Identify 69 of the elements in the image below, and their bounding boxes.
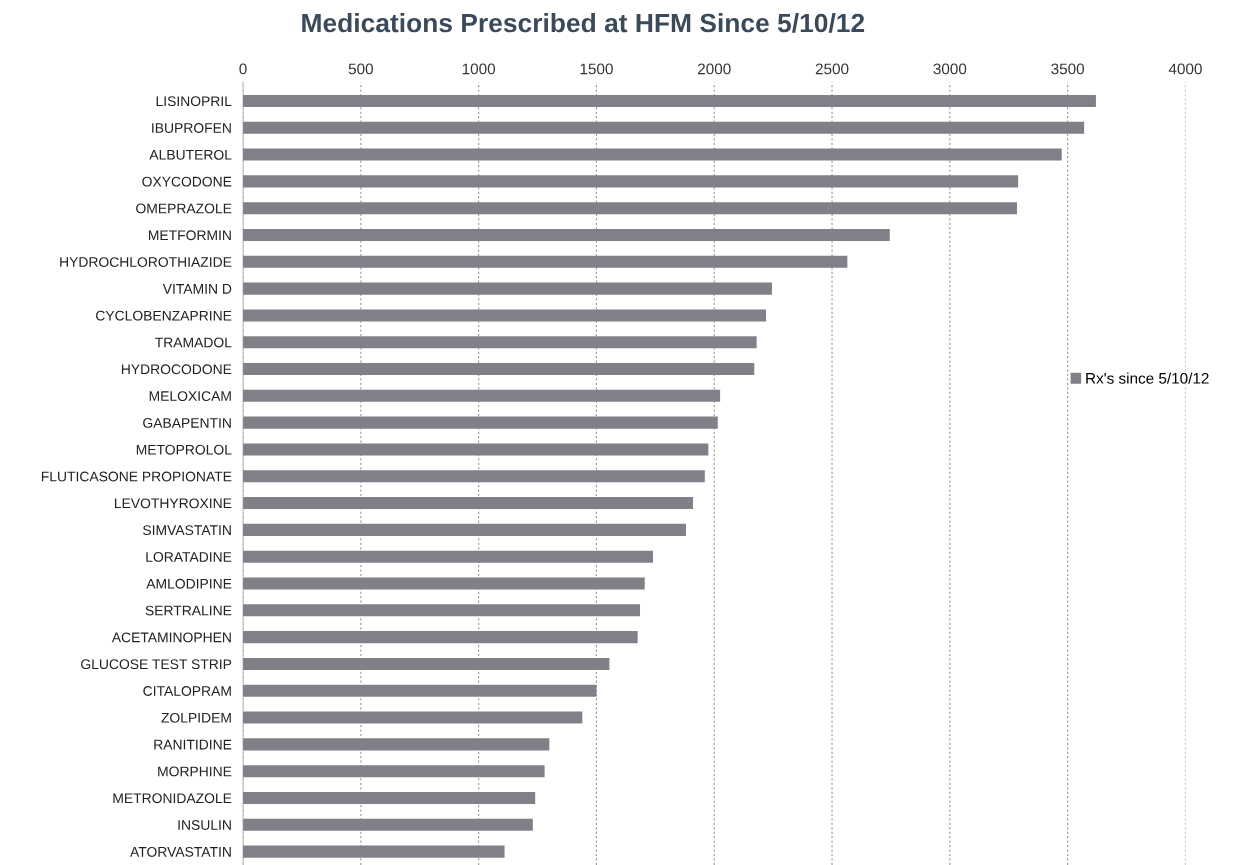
y-tick-label: LEVOTHYROXINE — [114, 498, 232, 509]
y-tick-label: ACETAMINOPHEN — [111, 632, 231, 643]
bar — [243, 389, 721, 402]
y-tick-label: METOPROLOL — [136, 444, 232, 455]
x-tick-label: 4000 — [1168, 63, 1202, 75]
y-tick-label: OXYCODONE — [142, 176, 232, 187]
bar — [243, 443, 709, 456]
bar — [243, 684, 597, 697]
y-tick-label: SERTRALINE — [145, 605, 232, 616]
y-tick-label: IBUPROFEN — [152, 123, 231, 133]
y-tick-label: MORPHINE — [158, 766, 232, 777]
y-tick-label: GLUCOSE TEST STRIP — [81, 659, 232, 670]
y-tick-label: INSULIN — [178, 820, 231, 830]
y-tick-label: LISINOPRIL — [156, 96, 232, 107]
y-tick-label: HYDROCODONE — [121, 364, 232, 375]
x-tick-label: 0 — [239, 63, 247, 75]
bar — [243, 604, 641, 617]
bar — [243, 416, 718, 429]
y-tick-label: HYDROCHLOROTHIAZIDE — [60, 257, 232, 267]
bar — [243, 845, 505, 858]
legend-label: Rx's since 5/10/12 — [1086, 372, 1209, 384]
y-tick-label: SIMVASTATIN — [143, 525, 231, 536]
y-tick-label: MELOXICAM — [149, 391, 231, 402]
x-tick-label: 3500 — [1051, 63, 1085, 75]
y-tick-label: ALBUTEROL — [149, 149, 232, 160]
bar — [243, 577, 645, 590]
y-tick-label: GABAPENTIN — [143, 417, 231, 428]
y-tick-label: VITAMIN D — [162, 284, 232, 294]
bar — [243, 121, 1085, 134]
bar — [243, 175, 1019, 188]
bar — [243, 228, 890, 242]
chart-title: Medications Prescribed at HFM Since 5/10/12 — [302, 12, 865, 33]
y-tick-label: RANITIDINE — [154, 739, 232, 750]
bar — [243, 94, 1096, 107]
x-tick-label: 500 — [348, 63, 373, 75]
bar — [243, 148, 1062, 161]
bar — [243, 738, 550, 751]
bar — [243, 470, 705, 483]
bar — [243, 818, 533, 831]
y-tick-label: FLUTICASONE PROPIONATE — [41, 471, 232, 482]
x-tick-label: 1500 — [580, 63, 613, 75]
x-tick-label: 1000 — [462, 63, 496, 75]
bar — [243, 631, 638, 644]
bar — [243, 255, 848, 268]
y-tick-label: CYCLOBENZAPRINE — [96, 310, 232, 321]
bar — [243, 309, 767, 322]
bar — [243, 282, 772, 295]
bar — [243, 497, 694, 510]
y-tick-label: METRONIDAZOLE — [113, 793, 232, 804]
x-tick-label: 2500 — [815, 63, 849, 75]
x-tick-label: 3000 — [933, 63, 967, 75]
y-tick-label: ZOLPIDEM — [161, 712, 231, 723]
y-tick-label: METFORMIN — [148, 230, 231, 241]
bar — [243, 363, 755, 376]
bar — [243, 550, 653, 563]
bar — [243, 791, 536, 805]
bar — [243, 711, 583, 724]
bar — [243, 336, 757, 349]
bar — [243, 202, 1017, 215]
y-tick-label: AMLODIPINE — [146, 578, 232, 589]
bar — [243, 765, 545, 778]
y-tick-label: ATORVASTATIN — [130, 846, 231, 857]
x-tick-label: 2000 — [698, 63, 731, 75]
y-tick-label: LORATADINE — [146, 552, 232, 562]
bar — [243, 523, 686, 536]
y-tick-label: TRAMADOL — [155, 337, 232, 348]
bar — [243, 657, 610, 670]
y-tick-label: OMEPRAZOLE — [136, 203, 232, 214]
y-tick-label: CITALOPRAM — [143, 686, 231, 696]
